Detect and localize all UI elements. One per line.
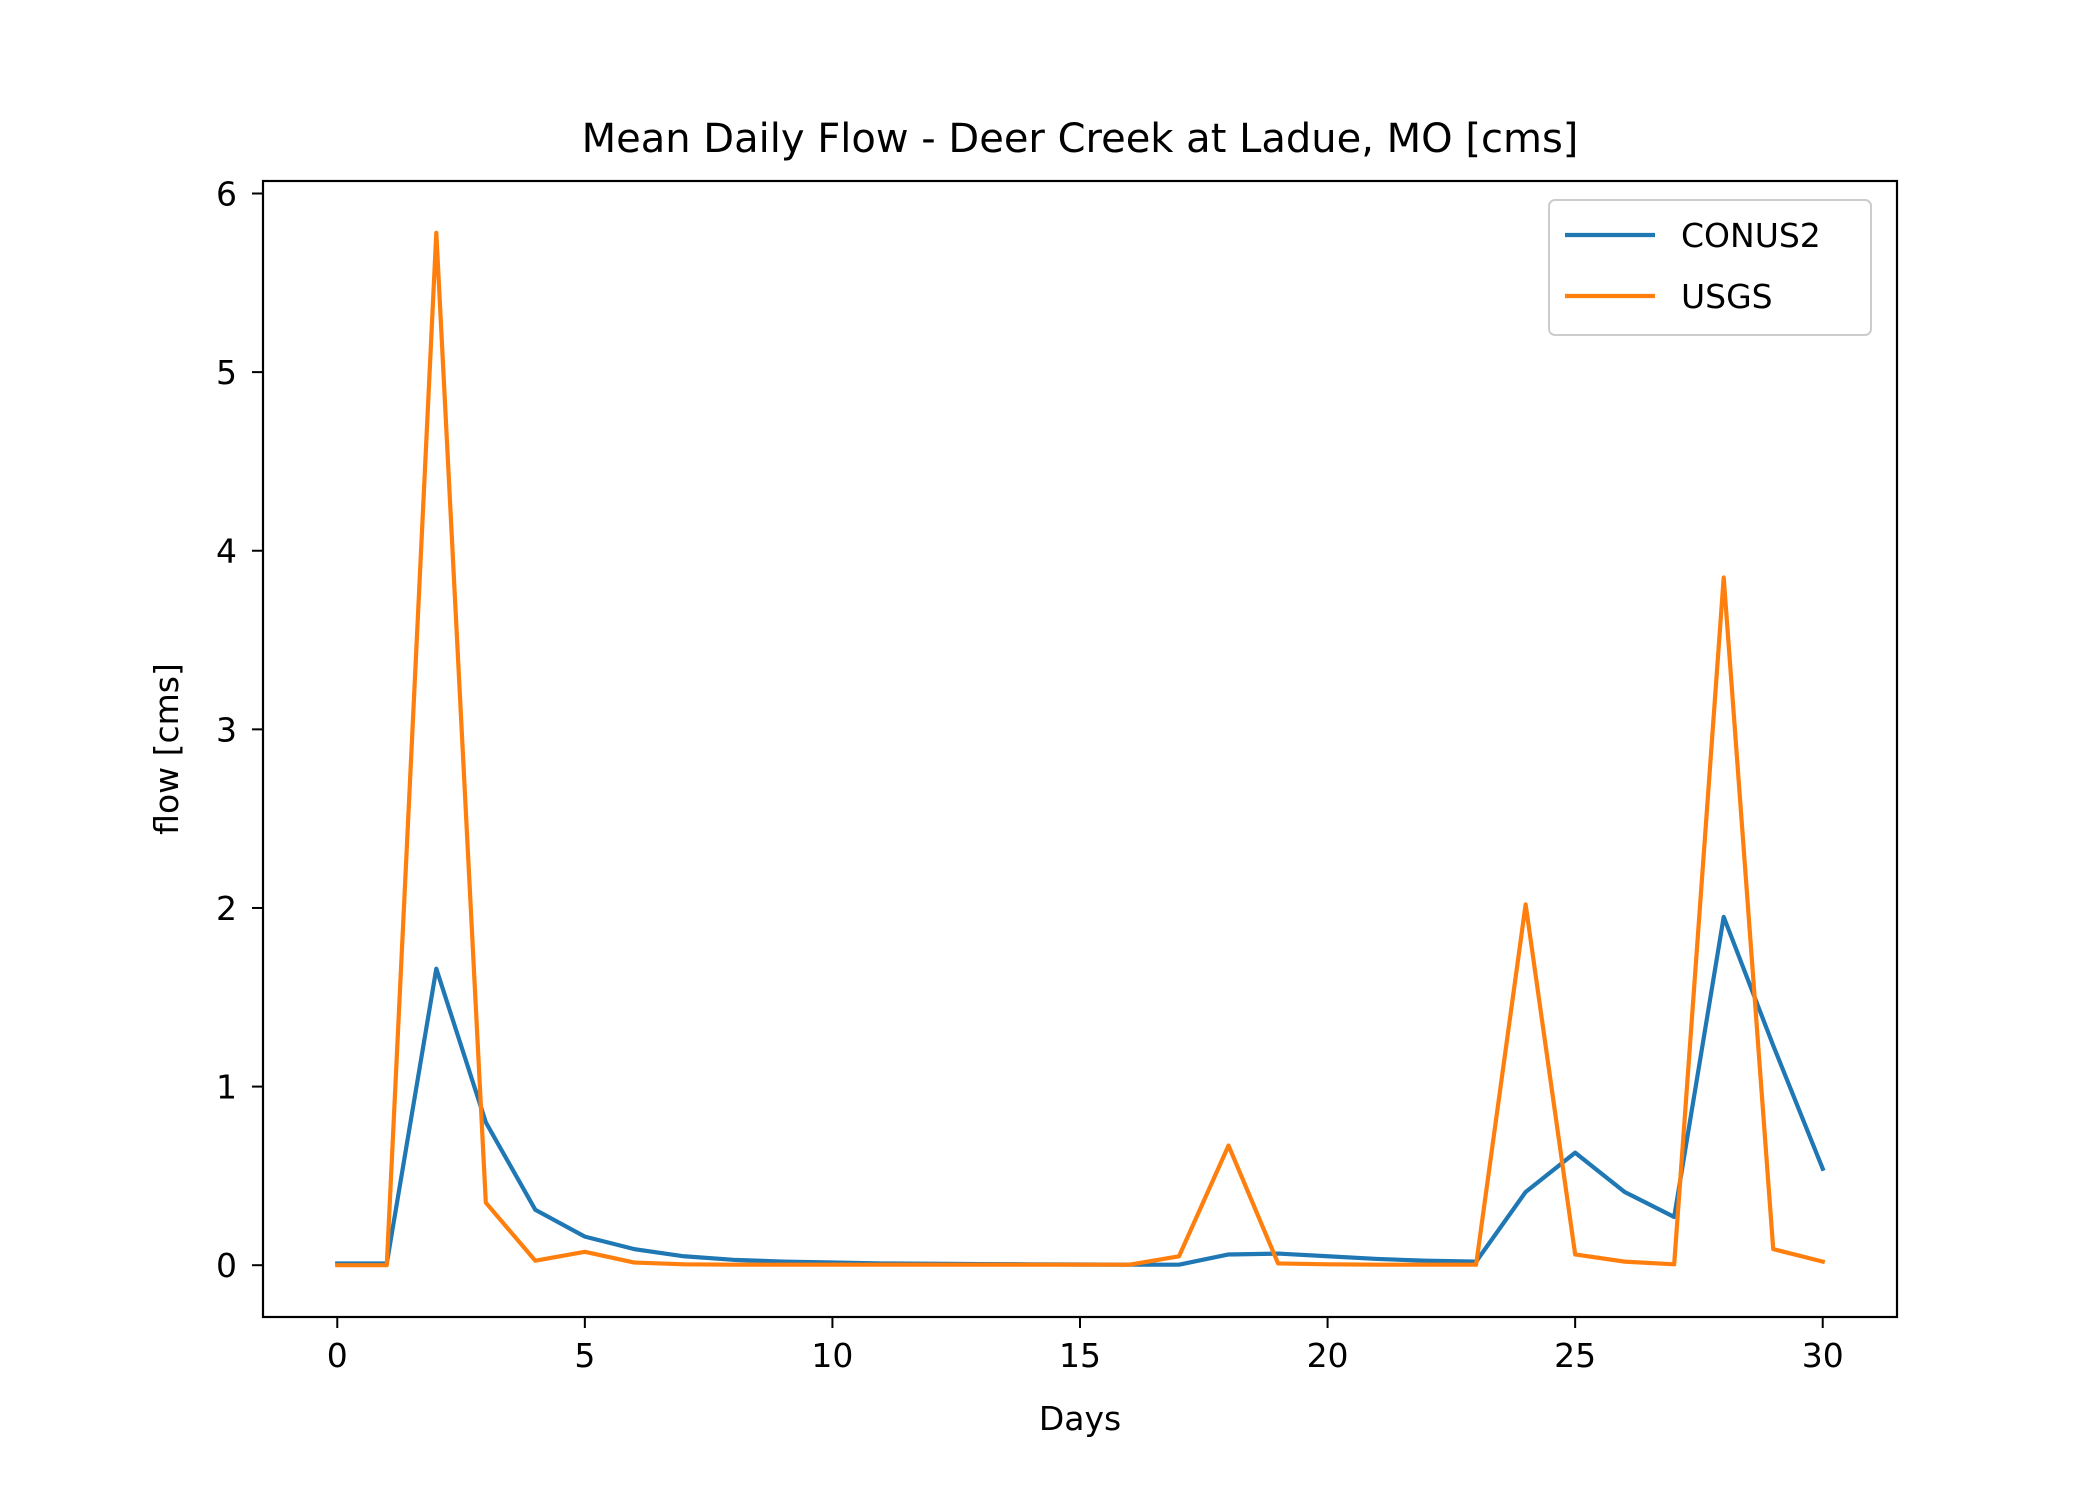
series-line-usgs xyxy=(335,230,1826,1268)
y-tick-label: 3 xyxy=(216,710,237,749)
y-tick-label: 5 xyxy=(216,353,237,392)
y-tick-label: 4 xyxy=(216,532,237,571)
x-axis-label: Days xyxy=(1039,1399,1121,1438)
y-tick-label: 0 xyxy=(216,1246,237,1285)
y-axis-label: flow [cms] xyxy=(147,663,186,835)
x-tick-label: 5 xyxy=(574,1336,595,1375)
x-axis: 0 5 10 15 20 25 30 xyxy=(327,1317,1844,1375)
y-axis: 0 1 2 3 4 5 6 xyxy=(216,175,263,1285)
y-tick-label: 1 xyxy=(216,1068,237,1107)
x-tick-label: 15 xyxy=(1059,1336,1101,1375)
y-tick-label: 6 xyxy=(216,175,237,214)
chart-title: Mean Daily Flow - Deer Creek at Ladue, M… xyxy=(582,116,1579,162)
x-tick-label: 20 xyxy=(1307,1336,1349,1375)
legend-label-conus2: CONUS2 xyxy=(1681,216,1821,255)
x-tick-label: 0 xyxy=(327,1336,348,1375)
y-tick-label: 2 xyxy=(216,889,237,928)
legend: CONUS2 USGS xyxy=(1548,199,1872,336)
plot-lines xyxy=(335,230,1826,1268)
x-tick-label: 10 xyxy=(811,1336,853,1375)
x-tick-label: 25 xyxy=(1554,1336,1596,1375)
legend-label-usgs: USGS xyxy=(1681,277,1773,316)
x-tick-label: 30 xyxy=(1802,1336,1844,1375)
